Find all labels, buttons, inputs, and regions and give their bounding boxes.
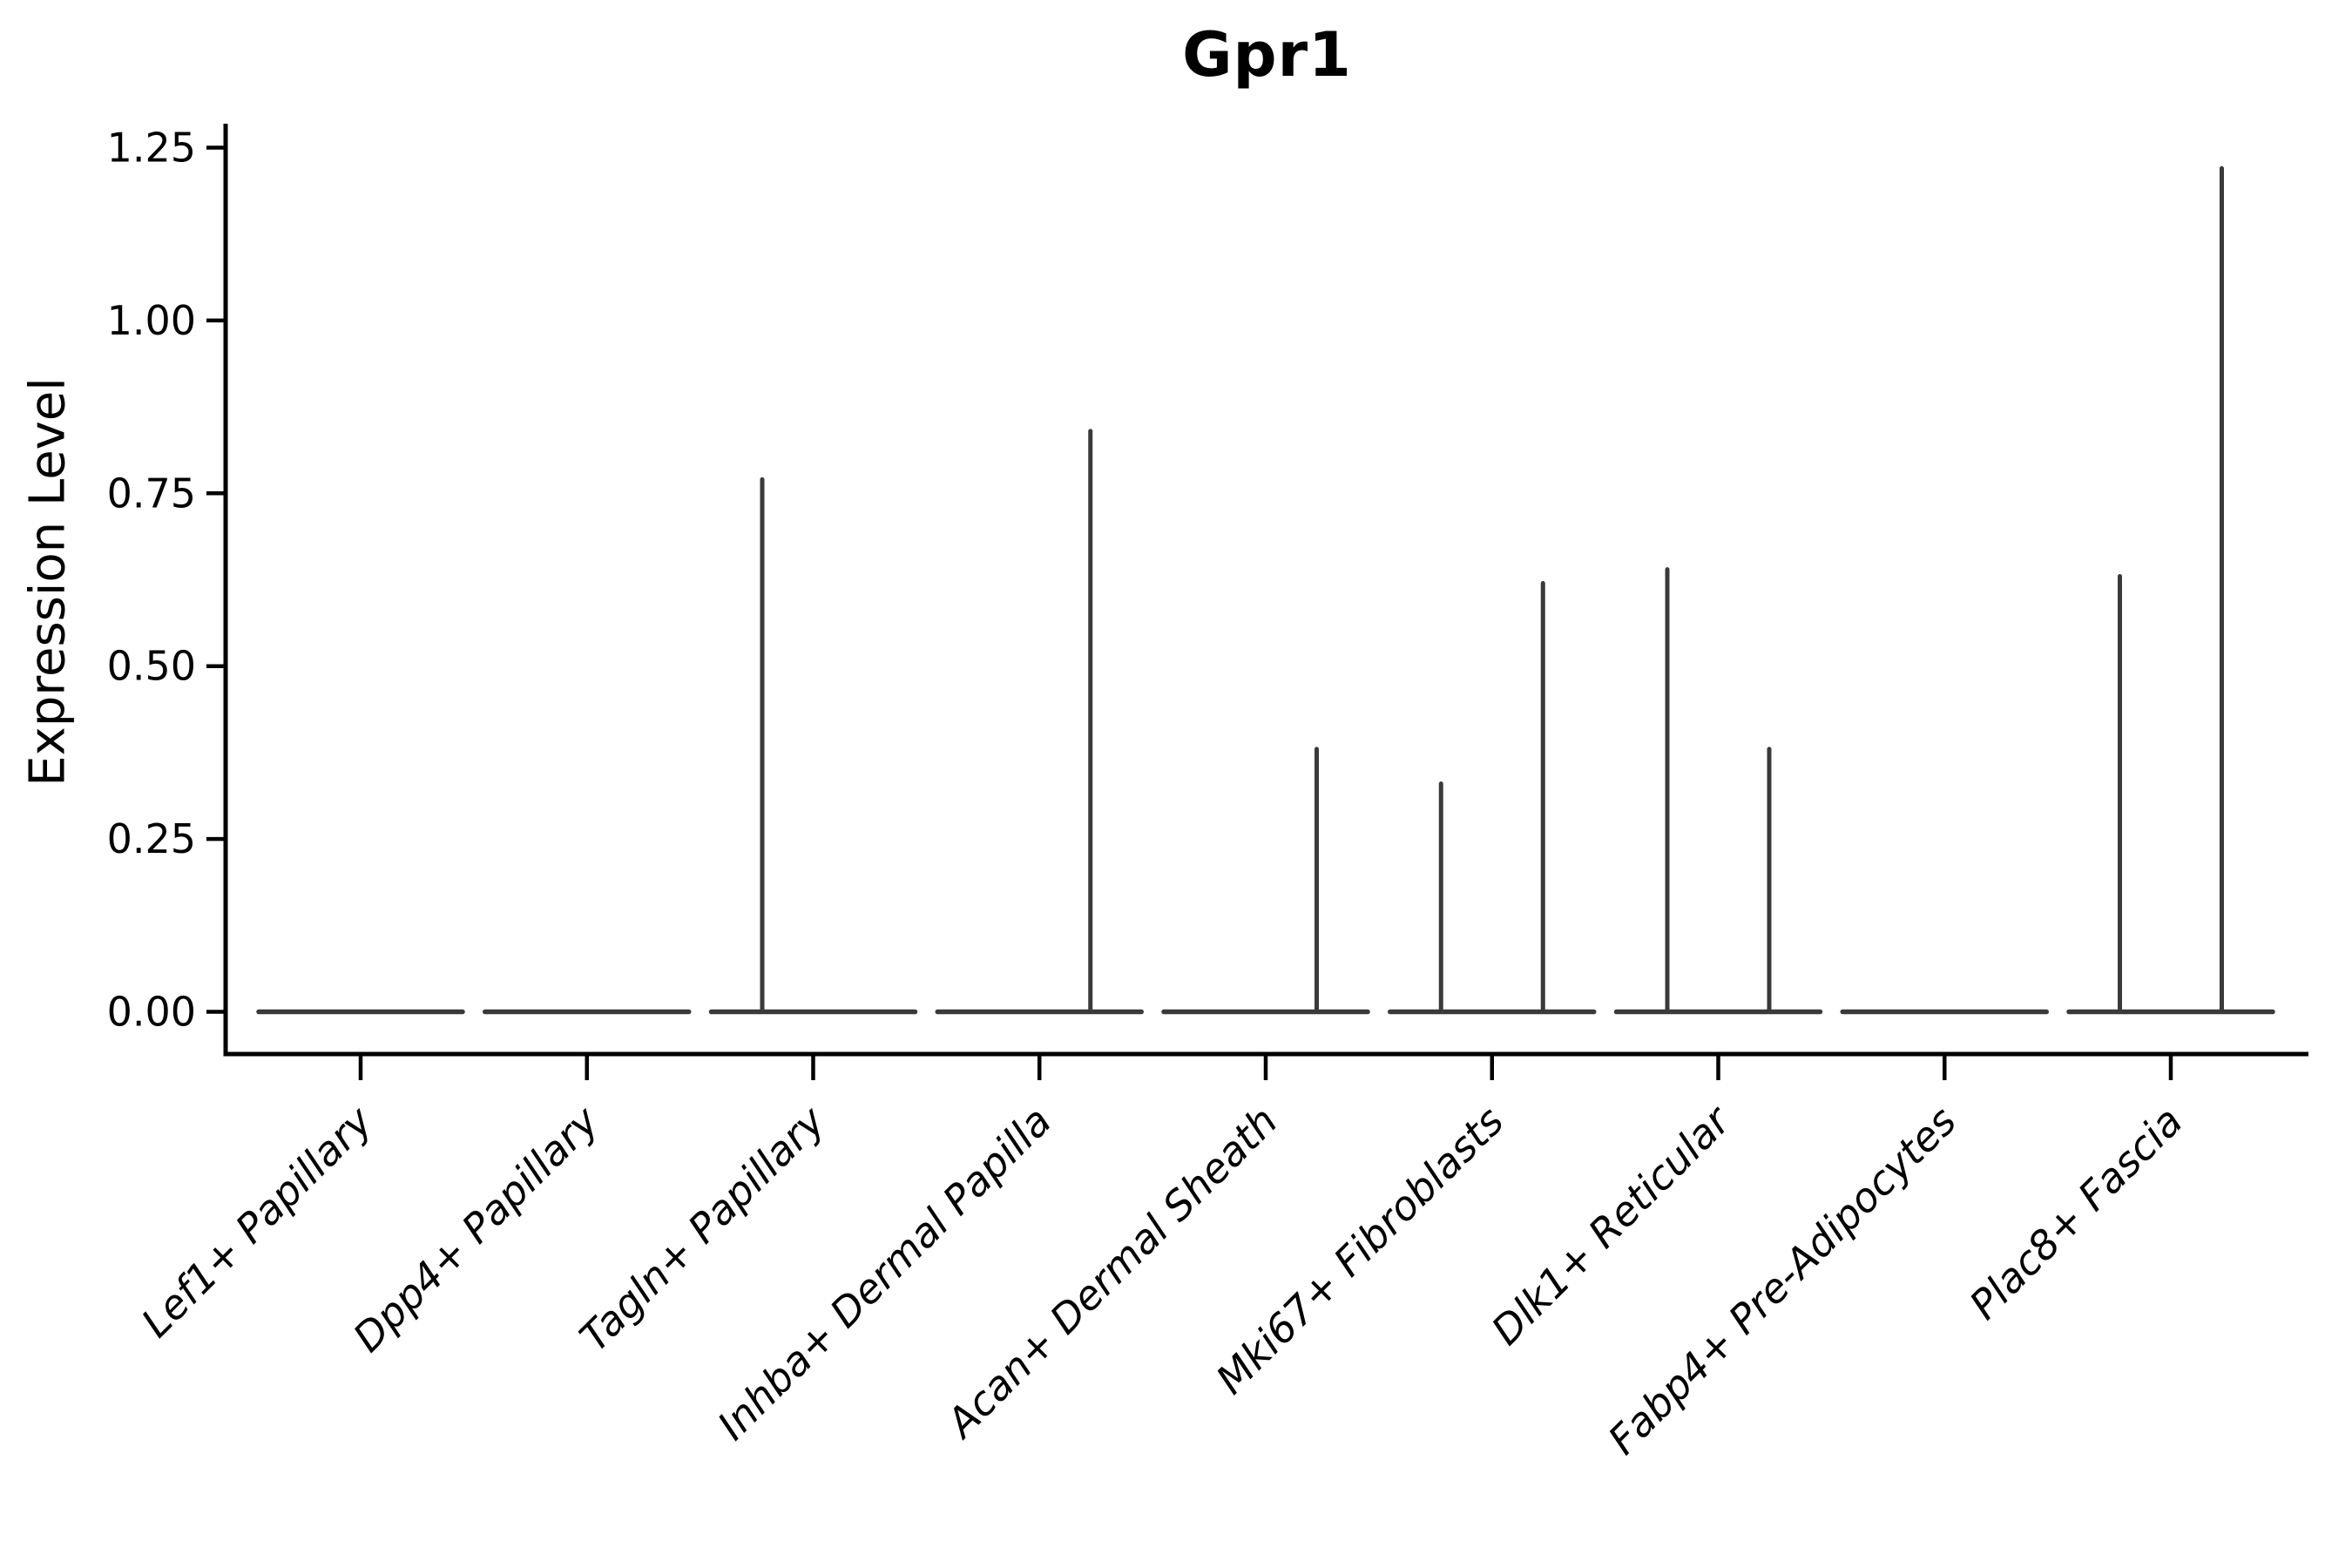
x-tick-label: Dlk1+ Reticular <box>1483 1095 1741 1354</box>
y-tick-label: 1.25 <box>107 125 196 172</box>
x-tick-label: Plac8+ Fascia <box>1960 1098 2191 1328</box>
x-tick-label: Dpp4+ Papillary <box>344 1097 608 1361</box>
x-tick-label: Tagln+ Papillary <box>571 1097 835 1361</box>
x-tick-label: Lef1+ Papillary <box>132 1097 382 1346</box>
y-tick-label: 1.00 <box>107 297 196 344</box>
y-tick-label: 0.25 <box>107 815 196 862</box>
y-tick-label: 0.00 <box>107 989 196 1036</box>
y-tick-label: 0.75 <box>107 470 196 517</box>
y-tick-label: 0.50 <box>107 643 196 690</box>
chart-title: Gpr1 <box>1182 19 1352 91</box>
